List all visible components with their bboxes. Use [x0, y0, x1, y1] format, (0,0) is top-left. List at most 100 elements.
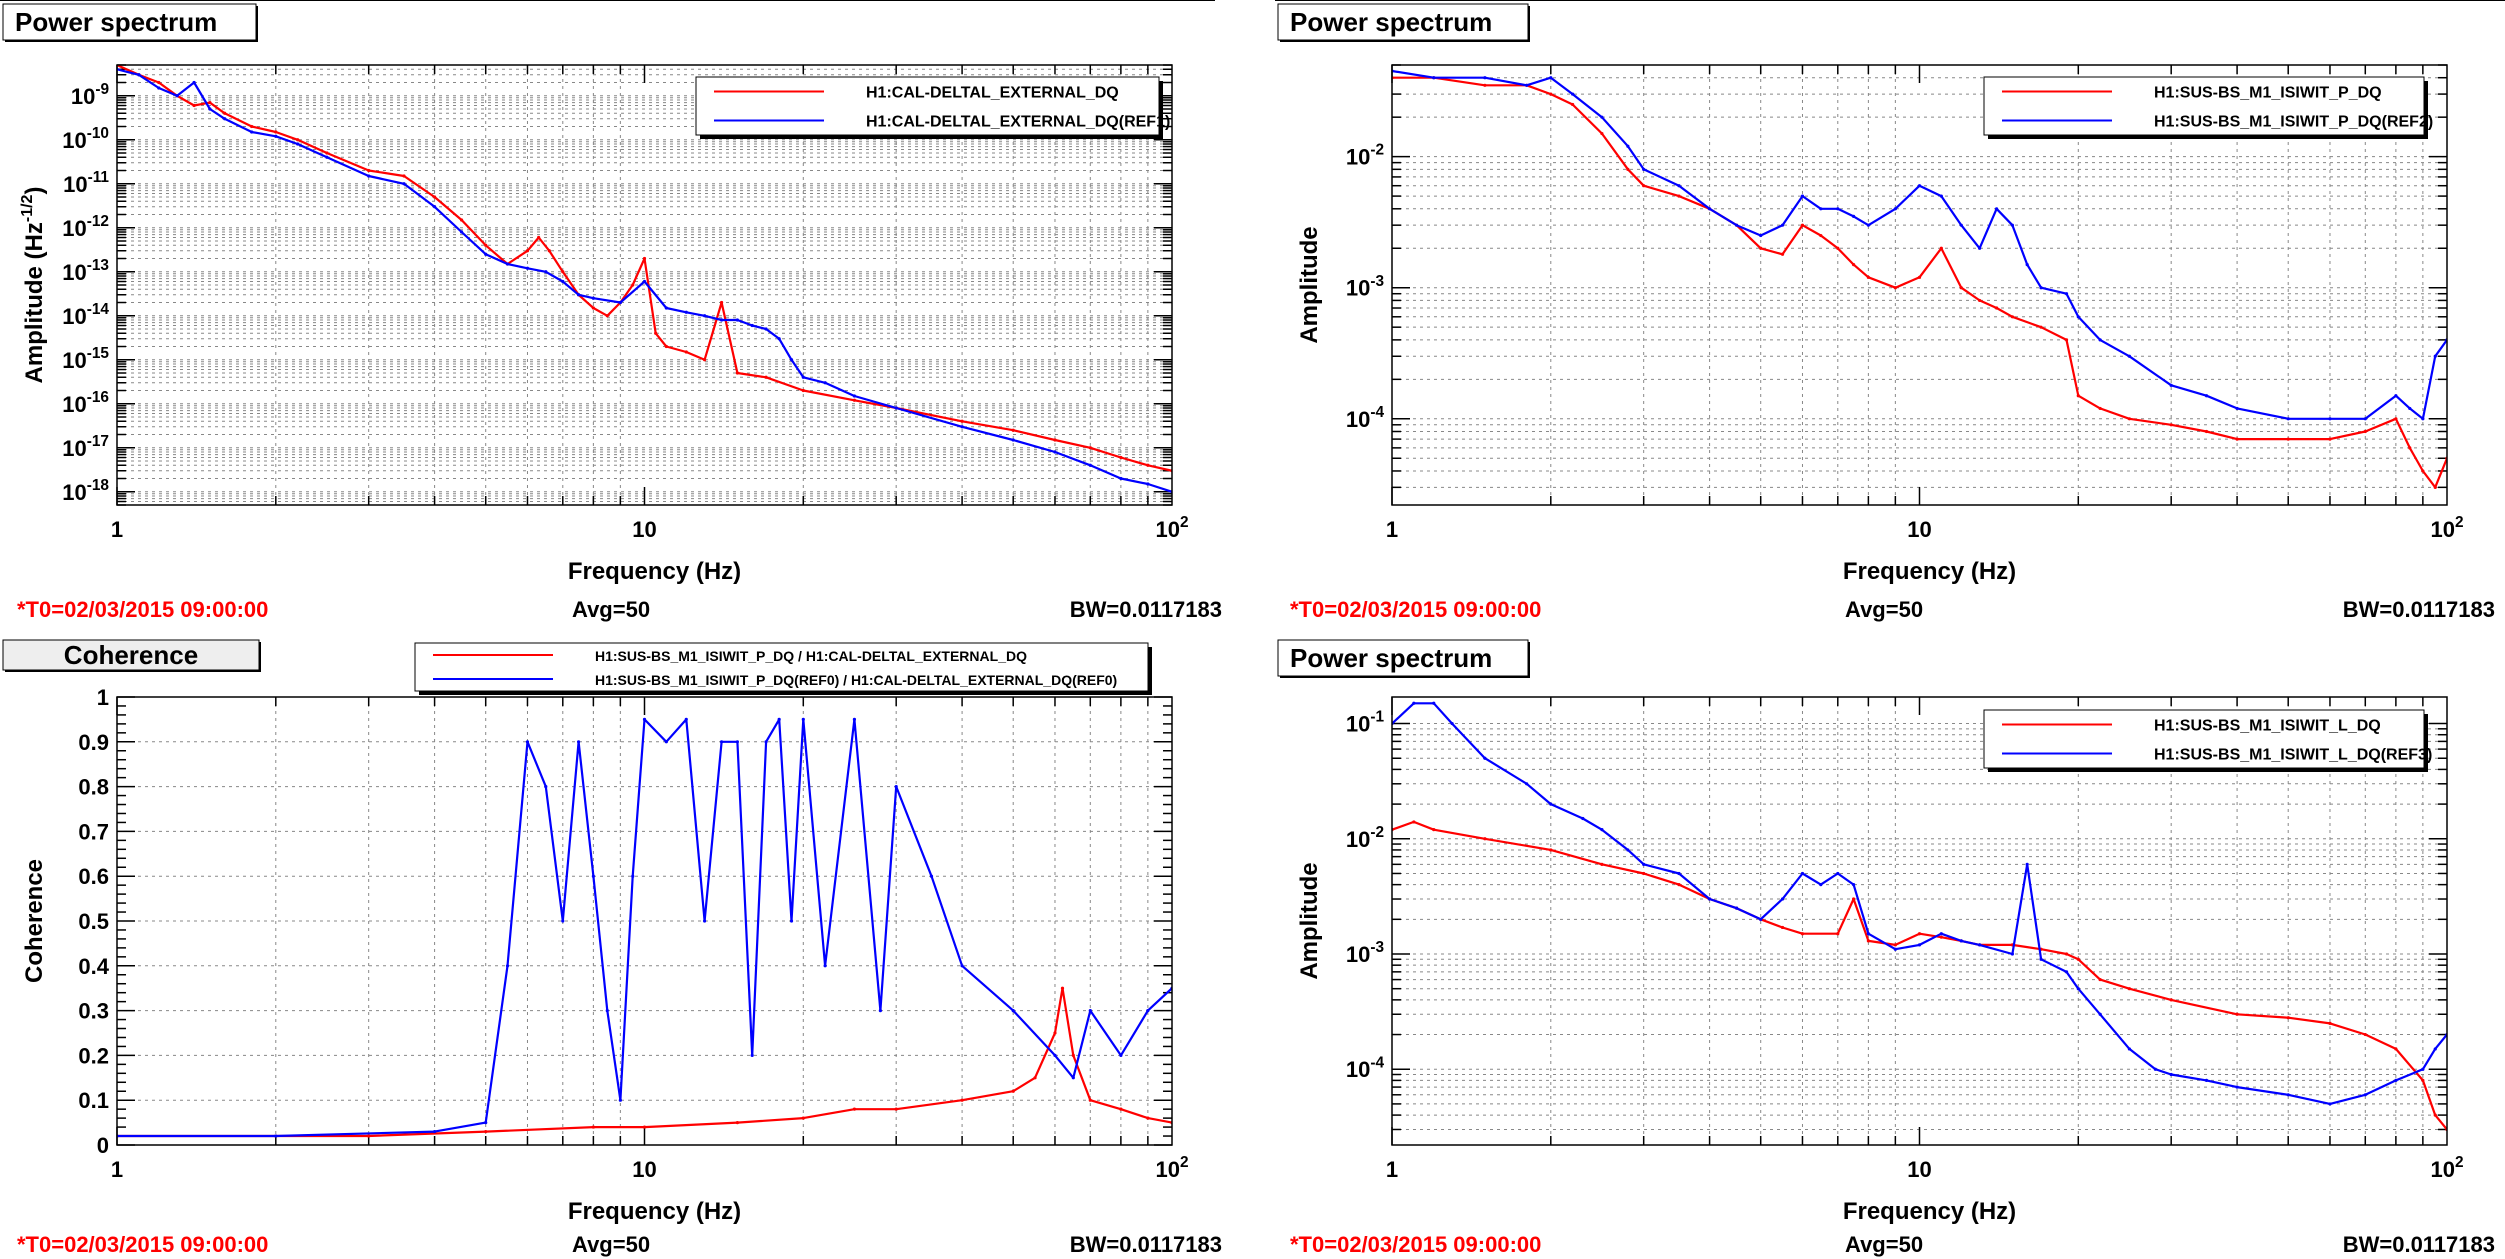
series-point [2039, 957, 2043, 961]
series-point [1146, 482, 1150, 486]
series-point [1978, 246, 1982, 250]
series-point [274, 134, 278, 138]
series-point [2286, 1016, 2290, 1020]
stats-footer: *T0=02/03/2015 09:00:00 Avg=50 BW=0.011718… [17, 1232, 1222, 1257]
series-point [719, 740, 724, 744]
y-axis-title: Amplitude [1296, 226, 1323, 343]
series-point [1893, 947, 1897, 951]
x-axis-title: Frequency (Hz) [1843, 558, 2016, 585]
series-point [2010, 952, 2014, 956]
y-tick-label: 10-11 [63, 169, 109, 197]
series-point [2076, 394, 2080, 398]
series-point [561, 919, 565, 923]
series-point [2286, 437, 2290, 441]
plot-frame [116, 696, 1173, 1146]
series-point [1053, 438, 1057, 442]
series-point [852, 398, 857, 402]
averages-label: Avg=50 [1845, 1232, 1923, 1257]
plot-frame [1391, 64, 2448, 506]
series-point [2363, 417, 2367, 421]
stats-footer: *T0=02/03/2015 09:00:00 Avg=50 BW=0.011718… [1290, 1232, 2495, 1257]
series-point [750, 323, 754, 328]
series-point [1819, 233, 1823, 238]
series-point [719, 300, 724, 305]
series-point [1939, 246, 1943, 250]
series-point [960, 425, 964, 429]
plot-frame [116, 64, 1173, 506]
legend-entry: H1:SUS-BS_M1_ISIWIT_L_DQ [2154, 718, 2381, 735]
series-point [2433, 485, 2437, 489]
series-point [654, 331, 658, 335]
series-point [2235, 437, 2239, 441]
series-point [525, 249, 530, 253]
series-point [2098, 1012, 2102, 1016]
series-point [777, 337, 781, 341]
series-point [684, 310, 688, 314]
series-point [664, 344, 668, 349]
legend: H1:SUS-BS_M1_ISIWIT_P_DQ / H1:CAL-DELTAL… [414, 642, 1152, 695]
series-point [2328, 1021, 2332, 1025]
series-point [735, 1121, 739, 1125]
series-point [2127, 987, 2132, 991]
x-tick-label: 1 [1386, 517, 1398, 542]
x-tick-label: 10 [1907, 517, 1931, 542]
series-point [2127, 417, 2132, 421]
series-point [1893, 207, 1897, 211]
series-point [325, 151, 329, 155]
series-point [664, 740, 668, 744]
series-point [2204, 394, 2209, 398]
series-point [1677, 871, 1681, 876]
series-point [894, 406, 898, 410]
series-point [2204, 1078, 2209, 1082]
series-point [1836, 932, 1840, 936]
series-point [223, 117, 227, 121]
series-point [764, 375, 768, 379]
chart-panel-4: Power spectrum 1 10 102 10-4 10-3 10-2 10-1 Freq… [1277, 639, 2495, 1257]
series-point [1959, 939, 1963, 943]
series-point [2098, 338, 2102, 342]
series-point [2328, 417, 2332, 421]
series-point [801, 717, 805, 722]
series-point [1011, 428, 1015, 432]
series-point [2010, 223, 2014, 227]
series-point [735, 318, 739, 322]
series-point [684, 717, 688, 722]
series-point [2127, 1047, 2132, 1051]
series-point [1959, 286, 1963, 290]
legend-entry: H1:SUS-BS_M1_ISIWIT_L_DQ(REF3) [2154, 747, 2432, 764]
y-tick-label: 0.7 [78, 819, 109, 844]
series-point [1119, 476, 1123, 481]
y-axis-title: Amplitude [1296, 862, 1323, 979]
series-point [1549, 802, 1553, 806]
averages-label: Avg=50 [572, 1232, 650, 1257]
series-point [789, 358, 794, 362]
series-point [1033, 1076, 1037, 1080]
y-tick-label: 10-2 [1346, 142, 1384, 170]
series-point [735, 740, 739, 744]
bandwidth-label: BW=0.0117183 [1070, 597, 1222, 622]
series-point [1866, 932, 1870, 936]
series-point [1119, 1053, 1123, 1057]
series-point [1642, 184, 1646, 188]
series-point [960, 419, 964, 423]
x-tick-label: 102 [1155, 1154, 1188, 1182]
series-point [1851, 214, 1856, 218]
x-axis-title: Frequency (Hz) [568, 1198, 741, 1225]
series-point [1866, 275, 1870, 279]
series-point [777, 717, 781, 722]
series-point [2235, 1012, 2239, 1016]
series-point [1978, 298, 1982, 303]
series-point [296, 138, 300, 142]
series-point [789, 919, 794, 923]
series-point [432, 1129, 437, 1134]
series-point [2127, 354, 2132, 358]
series-point [1088, 1009, 1092, 1013]
series-point [1600, 862, 1604, 866]
series-point [823, 964, 827, 968]
series-point [618, 300, 622, 305]
x-tick-label: 1 [1386, 1157, 1398, 1182]
series-line-current [1392, 76, 2447, 489]
series-point [576, 293, 581, 297]
series-point [2169, 998, 2173, 1002]
panel-title: Coherence [64, 640, 198, 670]
